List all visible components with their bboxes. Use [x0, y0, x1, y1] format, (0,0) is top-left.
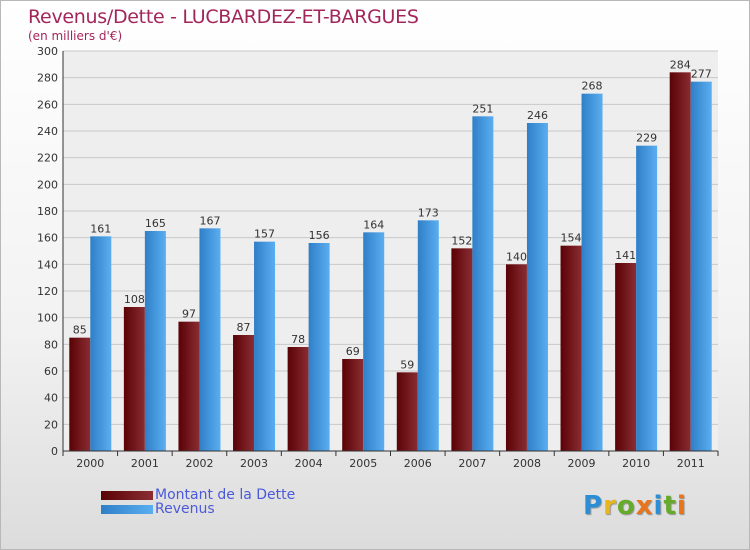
- bar-revenus: [690, 81, 712, 452]
- data-label-debt: 152: [451, 234, 472, 247]
- data-label-debt: 85: [73, 324, 87, 337]
- proxiti-logo: Proxiti: [583, 491, 687, 521]
- x-tick-label: 2003: [240, 457, 268, 470]
- bar-revenus: [308, 243, 330, 451]
- x-tick-label: 2002: [185, 457, 213, 470]
- bar-debt: [178, 321, 200, 451]
- data-label-revenus: 251: [472, 102, 493, 115]
- y-tick-label: 200: [37, 178, 58, 191]
- data-label-debt: 141: [615, 249, 636, 262]
- data-label-revenus: 157: [254, 228, 275, 241]
- data-label-debt: 108: [124, 293, 145, 306]
- x-tick-label: 2009: [568, 457, 596, 470]
- bar-debt: [451, 248, 473, 451]
- x-tick-label: 2005: [349, 457, 377, 470]
- data-label-revenus: 246: [527, 109, 548, 122]
- x-tick-label: 2010: [622, 457, 650, 470]
- bar-debt: [233, 335, 255, 451]
- bars: [69, 72, 712, 452]
- bar-revenus: [144, 231, 166, 451]
- bar-debt: [560, 245, 582, 451]
- y-tick-label: 160: [37, 232, 58, 245]
- gridlines: [63, 50, 718, 452]
- legend-swatch-revenus: [101, 504, 153, 514]
- chart-subtitle: (en milliers d'€): [28, 29, 123, 43]
- y-tick-label: 100: [37, 312, 58, 325]
- x-tick-label: 2008: [513, 457, 541, 470]
- bar-debt: [123, 307, 145, 451]
- bar-revenus: [417, 220, 439, 451]
- bar-debt: [342, 359, 364, 451]
- y-tick-label: 0: [51, 445, 58, 458]
- x-tick-label: 2004: [295, 457, 323, 470]
- data-label-revenus: 161: [90, 222, 111, 235]
- y-tick-label: 260: [37, 98, 58, 111]
- legend-item-revenus: Revenus: [101, 501, 215, 517]
- x-tick-label: 2006: [404, 457, 432, 470]
- chart-title: Revenus/Dette - LUCBARDEZ-ET-BARGUES: [28, 6, 419, 28]
- plot-background: [63, 51, 718, 451]
- y-tick-label: 20: [44, 418, 58, 431]
- x-tick-label: 2000: [76, 457, 104, 470]
- data-label-debt: 154: [561, 232, 582, 245]
- data-label-debt: 78: [291, 333, 305, 346]
- data-label-revenus: 164: [363, 218, 384, 231]
- legend-swatch-debt: [101, 490, 153, 500]
- y-tick-label: 80: [44, 338, 58, 351]
- data-label-revenus: 229: [636, 132, 657, 145]
- axes: 0 20 40 60 80 100 120 140 160 180 200 220 240 260 280 3…: [37, 45, 719, 470]
- x-tick-label: 2011: [677, 457, 705, 470]
- y-tick-label: 280: [37, 72, 58, 85]
- bar-revenus: [90, 236, 112, 451]
- bar-debt: [505, 264, 527, 451]
- y-tick-label: 300: [37, 45, 58, 58]
- bar-debt: [615, 263, 637, 451]
- plot-area: [63, 51, 718, 451]
- y-tick-label: 120: [37, 285, 58, 298]
- data-label-debt: 284: [670, 58, 691, 71]
- bar-debt: [287, 347, 309, 451]
- y-tick-label: 140: [37, 258, 58, 271]
- bar-revenus: [254, 241, 276, 451]
- x-tick-label: 2001: [131, 457, 159, 470]
- y-tick-label: 220: [37, 152, 58, 165]
- data-label-debt: 87: [237, 321, 251, 334]
- bar-revenus: [199, 228, 221, 451]
- legend-label-debt: Montant de la Dette: [155, 487, 296, 503]
- data-label-debt: 140: [506, 250, 527, 263]
- bar-revenus: [581, 93, 603, 452]
- data-label-revenus: 165: [145, 217, 166, 230]
- data-label-revenus: 268: [582, 80, 603, 93]
- bar-revenus: [636, 145, 658, 451]
- data-label-debt: 59: [400, 358, 414, 371]
- y-tick-label: 40: [44, 392, 58, 405]
- x-tick-label: 2007: [458, 457, 486, 470]
- y-tick-label: 240: [37, 125, 58, 138]
- data-label-revenus: 277: [691, 68, 712, 81]
- bar-debt: [69, 337, 91, 451]
- y-tick-label: 180: [37, 205, 58, 218]
- data-label-debt: 97: [182, 308, 196, 321]
- bar-debt: [396, 372, 418, 451]
- bar-revenus: [472, 116, 494, 451]
- data-label-revenus: 156: [309, 229, 330, 242]
- data-label-revenus: 167: [199, 214, 220, 227]
- bar-revenus: [526, 123, 548, 451]
- bar-revenus: [363, 232, 385, 451]
- legend-label-revenus: Revenus: [155, 501, 215, 517]
- data-label-debt: 69: [346, 345, 360, 358]
- data-labels: 85 161 108 165 97 167 87 157 78 156 69 164 59 173 152 2…: [73, 58, 712, 371]
- bar-debt: [669, 72, 691, 451]
- data-label-revenus: 173: [418, 206, 439, 219]
- legend-item-debt: Montant de la Dette: [101, 487, 296, 503]
- y-tick-label: 60: [44, 365, 58, 378]
